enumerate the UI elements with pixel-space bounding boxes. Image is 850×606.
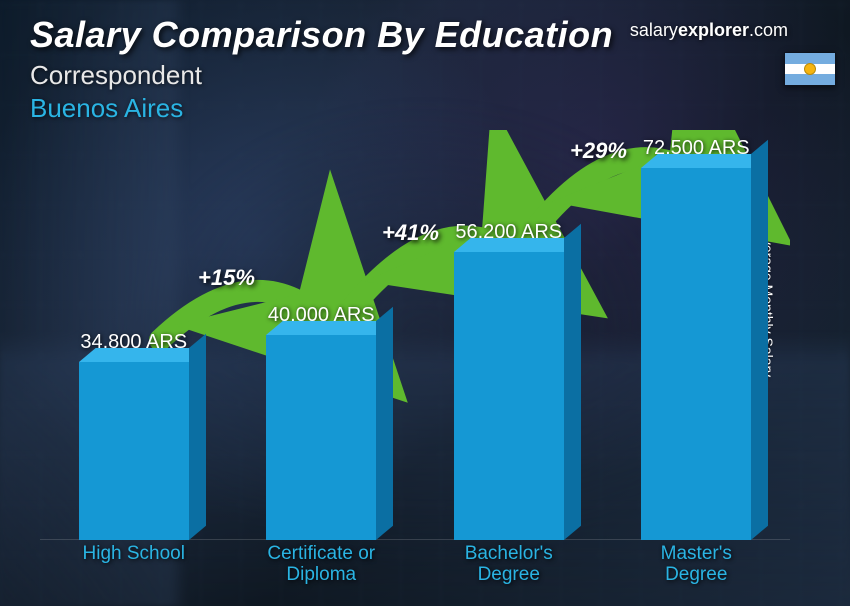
bar-side-2 xyxy=(376,307,393,540)
bar-front-3 xyxy=(454,252,564,540)
bar-front-2 xyxy=(266,335,376,540)
chart-location: Buenos Aires xyxy=(30,93,820,124)
brand-watermark: salaryexplorer.com xyxy=(630,20,788,41)
flag-sun-icon xyxy=(805,64,815,74)
flag-stripe-top xyxy=(785,53,835,64)
bar-side-1 xyxy=(189,334,206,540)
chart-container: Salary Comparison By Education Correspon… xyxy=(0,0,850,606)
x-label-text-4: Master's Degree xyxy=(661,543,732,585)
x-label-3: Bachelor's Degree xyxy=(415,544,603,586)
bar-group-3: 56,200 ARS xyxy=(415,221,603,540)
x-label-text-3: Bachelor's Degree xyxy=(465,543,553,585)
bar-top-1 xyxy=(79,348,206,362)
x-label-1: High School xyxy=(40,544,228,586)
bar-side-4 xyxy=(751,140,768,540)
brand-bold: explorer xyxy=(678,20,749,40)
bar-top-3 xyxy=(454,238,581,252)
bar-group-1: 34,800 ARS xyxy=(40,331,228,540)
chart-subtitle: Correspondent xyxy=(30,60,820,91)
bar-front-4 xyxy=(641,168,751,540)
x-label-4: Master's Degree xyxy=(603,544,791,586)
bar-4 xyxy=(641,168,751,540)
flag-stripe-bot xyxy=(785,74,835,85)
x-label-text-1: High School xyxy=(83,543,185,564)
chart-area: +15% +41% +29% 34,800 ARS 40,000 ARS xyxy=(40,130,790,586)
x-label-2: Certificate or Diploma xyxy=(228,544,416,586)
flag-icon xyxy=(784,52,836,86)
bar-group-4: 72,500 ARS xyxy=(603,137,791,540)
x-label-text-2: Certificate or Diploma xyxy=(267,543,375,585)
bar-side-3 xyxy=(564,224,581,540)
bar-top-2 xyxy=(266,321,393,335)
bar-top-4 xyxy=(641,154,768,168)
brand-prefix: salary xyxy=(630,20,678,40)
bar-group-2: 40,000 ARS xyxy=(228,304,416,540)
brand-suffix: .com xyxy=(749,20,788,40)
bar-front-1 xyxy=(79,362,189,540)
x-labels: High School Certificate or Diploma Bache… xyxy=(40,544,790,586)
bar-1 xyxy=(79,362,189,540)
bar-3 xyxy=(454,252,564,540)
bars-container: 34,800 ARS 40,000 ARS 56,200 ARS xyxy=(40,130,790,540)
bar-2 xyxy=(266,335,376,540)
